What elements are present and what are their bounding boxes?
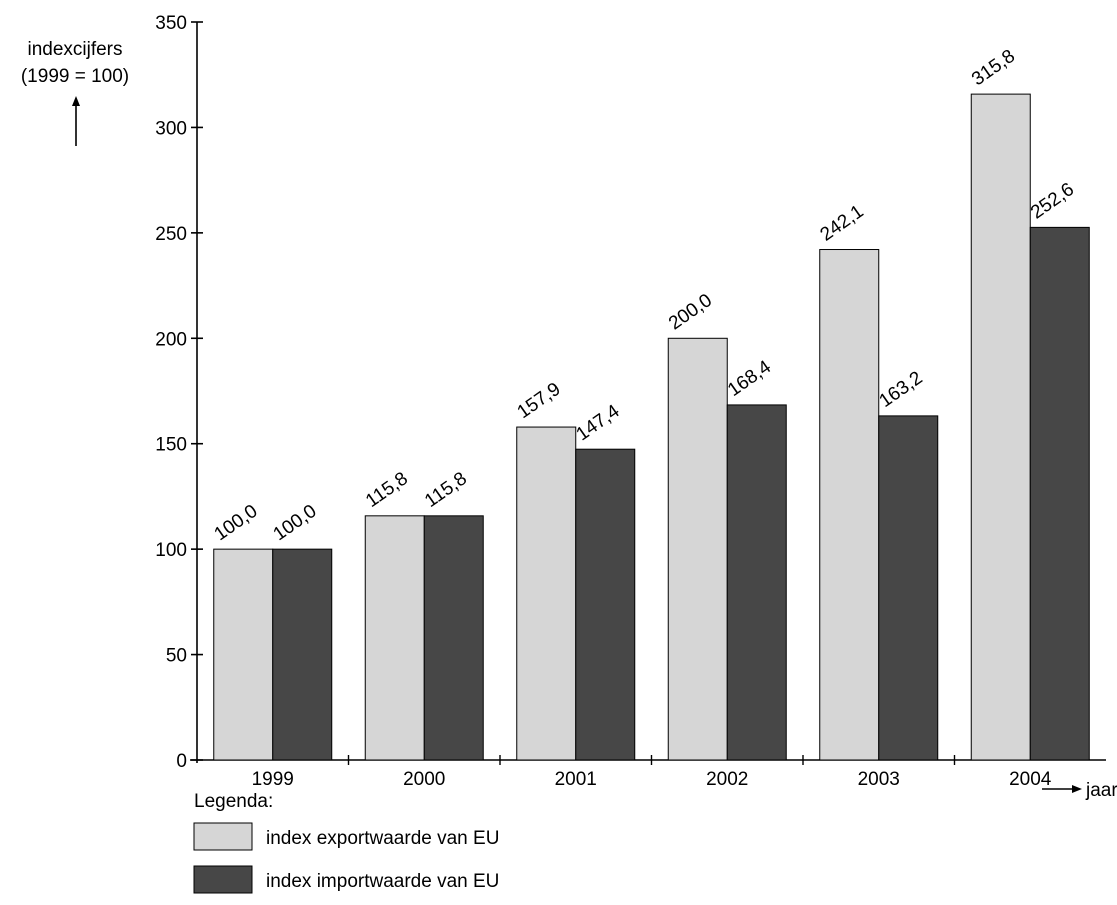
- x-axis-ticks: [347, 755, 956, 765]
- value-labels: 100,0 100,0 115,8 115,8 157,9 147,4 200,0168,4…: [211, 46, 1078, 546]
- x-tick-label: 2004: [1009, 769, 1052, 790]
- y-axis-label-line2: (1999 = 100): [21, 66, 129, 87]
- bar-import: [423, 515, 484, 761]
- bar-value-label: 163,2: [876, 368, 927, 412]
- bar-export: [667, 337, 728, 761]
- bar-value-label: 252,6: [1027, 179, 1078, 223]
- y-tick-label: 250: [155, 224, 187, 245]
- y-tick-label: 0: [176, 751, 187, 772]
- legend-label-export: index exportwaarde van EU: [266, 828, 499, 849]
- x-axis-right-arrow-icon: [1042, 785, 1082, 793]
- bar-value-label: 115,8: [421, 468, 471, 512]
- bar-export: [516, 426, 577, 761]
- bar-value-label: 147,4: [573, 401, 624, 446]
- bar-value-label: 100,0: [211, 501, 262, 545]
- bar-import: [575, 448, 636, 761]
- bar-value-label: 242,1: [817, 201, 868, 245]
- bar-import: [878, 415, 939, 761]
- bar-value-label: 200,0: [665, 290, 716, 334]
- x-axis-tick-labels: 1999 2000 2001 2002 2003 2004: [252, 769, 1052, 790]
- x-tick-label: 2002: [706, 769, 748, 790]
- x-tick-label: 2001: [555, 769, 597, 790]
- x-tick-label: 2003: [858, 769, 900, 790]
- bar-value-label: 115,8: [362, 468, 412, 512]
- y-axis-label-line1: indexcijfers: [27, 39, 122, 60]
- y-tick-label: 50: [166, 646, 187, 667]
- y-tick-label: 150: [155, 435, 187, 456]
- legend-title: Legenda:: [194, 791, 273, 812]
- y-tick-label: 300: [155, 118, 187, 139]
- bar-value-label: 157,9: [514, 379, 565, 423]
- y-tick-label: 200: [155, 329, 187, 350]
- bar-export: [213, 548, 274, 761]
- bar-export: [970, 93, 1031, 761]
- bar-export: [819, 249, 880, 761]
- bar-export: [364, 515, 425, 761]
- bars: [213, 93, 1090, 761]
- legend-swatch-import: [193, 865, 253, 894]
- x-axis-label: jaar: [1085, 780, 1117, 801]
- y-axis-up-arrow-icon: [72, 96, 80, 146]
- x-tick-label: 2000: [403, 769, 445, 790]
- legend-label-import: index importwaarde van EU: [266, 871, 499, 892]
- y-tick-label: 100: [155, 540, 187, 561]
- bar-import: [1029, 226, 1090, 761]
- bar-value-label: 168,4: [724, 356, 775, 401]
- bar-value-label: 315,8: [968, 46, 1019, 90]
- legend-swatch-export: [193, 822, 253, 851]
- x-tick-label: 1999: [252, 769, 294, 790]
- bar-import: [272, 548, 333, 761]
- bar-value-label: 100,0: [270, 501, 321, 545]
- y-axis-ticks: 0 50 100 150 200 250 300 350: [155, 13, 203, 772]
- bar-import: [726, 404, 787, 761]
- y-tick-label: 350: [155, 13, 187, 34]
